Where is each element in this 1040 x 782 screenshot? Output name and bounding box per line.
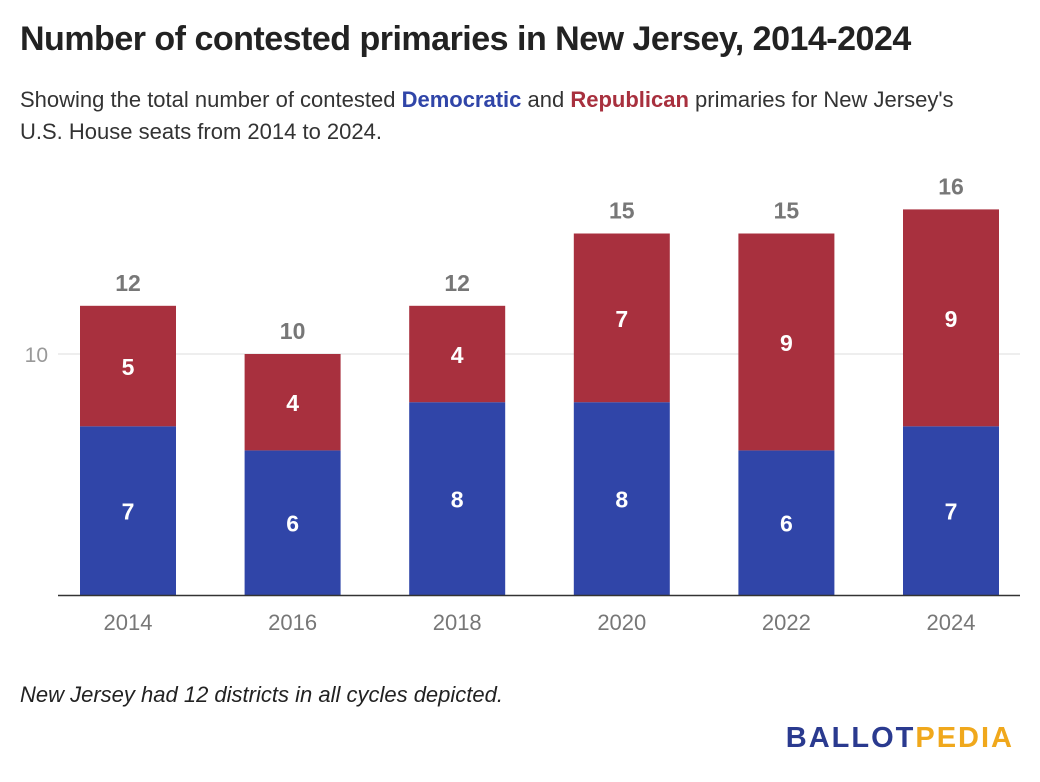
bar-republican-2016 — [244, 354, 341, 451]
data-label-republican-2018: 4 — [451, 342, 464, 368]
bar-democratic-2014 — [80, 426, 176, 595]
subtitle-prefix: Showing the total number of contested — [20, 87, 402, 112]
data-label-republican-2014: 5 — [122, 354, 135, 380]
subtitle-republican: Republican — [570, 87, 689, 112]
bar-democratic-2024 — [903, 426, 999, 595]
logo-part-ballot: BALLOT — [785, 722, 916, 754]
total-label-2020: 15 — [609, 198, 635, 224]
data-label-democratic-2022: 6 — [780, 511, 793, 537]
subtitle-mid: and — [521, 87, 571, 112]
x-tick-label-2022: 2022 — [762, 610, 811, 635]
x-tick-label-2020: 2020 — [597, 610, 646, 635]
stacked-bar-chart: 10 7 5 12 2014 6 4 10 2016 8 4 12 2018 8 7 15 2020 6 9 15 20… — [25, 173, 1020, 635]
bar-republican-2024 — [903, 209, 999, 427]
x-tick-label-2016: 2016 — [268, 610, 317, 635]
subtitle-democratic: Democratic — [401, 87, 522, 112]
footnote: New Jersey had 12 districts in all cycle… — [20, 682, 503, 707]
y-tick-label-10: 10 — [25, 344, 48, 367]
total-label-2024: 16 — [938, 173, 964, 199]
data-label-republican-2016: 4 — [286, 390, 299, 416]
data-label-republican-2020: 7 — [615, 306, 628, 332]
subtitle-suffix: primaries for New Jersey's U.S. House se… — [20, 87, 954, 144]
chart-title: Number of contested primaries in New Jer… — [20, 20, 911, 58]
bar-democratic-2022 — [738, 450, 835, 595]
data-label-democratic-2016: 6 — [286, 511, 299, 537]
total-label-2016: 10 — [280, 318, 306, 344]
total-label-2018: 12 — [444, 270, 470, 296]
x-tick-label-2014: 2014 — [104, 610, 153, 635]
chart-subtitle: Showing the total number of contested De… — [20, 84, 1000, 148]
bar-republican-2014 — [80, 305, 176, 427]
bar-republican-2022 — [738, 233, 835, 451]
logo-part-pedia: PEDIA — [915, 722, 1014, 754]
bar-republican-2018 — [409, 305, 506, 403]
bar-democratic-2020 — [573, 402, 670, 595]
total-label-2014: 12 — [115, 270, 141, 296]
ballotpedia-logo: BALLOTPEDIA — [786, 722, 1014, 755]
x-tick-label-2024: 2024 — [927, 610, 976, 635]
bar-republican-2020 — [573, 233, 670, 403]
data-label-democratic-2018: 8 — [451, 487, 464, 513]
total-label-2022: 15 — [774, 198, 800, 224]
data-label-democratic-2020: 8 — [615, 487, 628, 513]
data-label-democratic-2024: 7 — [945, 499, 958, 525]
bar-democratic-2018 — [409, 402, 506, 595]
x-tick-label-2018: 2018 — [433, 610, 482, 635]
data-label-republican-2024: 9 — [945, 306, 958, 332]
data-label-republican-2022: 9 — [780, 330, 793, 356]
data-label-democratic-2014: 7 — [122, 499, 135, 525]
bar-democratic-2016 — [244, 450, 341, 595]
